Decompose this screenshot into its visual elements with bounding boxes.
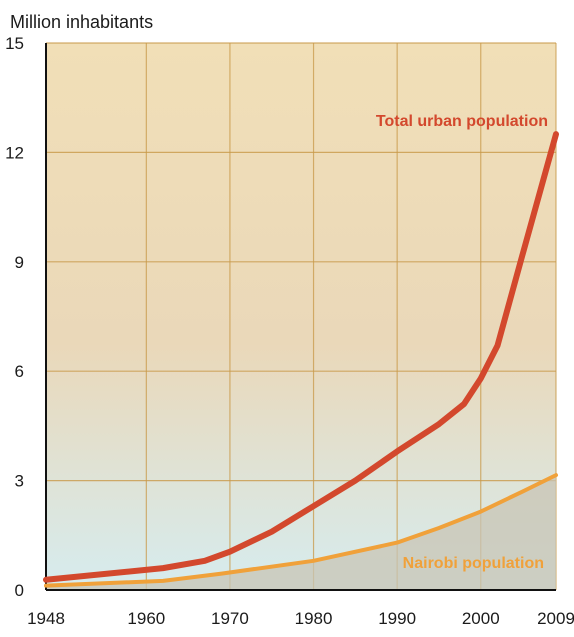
y-tick-label: 6 — [15, 362, 24, 381]
total-urban-population-line — [43, 131, 559, 583]
x-tick-label: 1970 — [211, 609, 249, 628]
x-tick-label: 2000 — [462, 609, 500, 628]
x-tick-label: 1960 — [127, 609, 165, 628]
y-tick-label: 0 — [15, 581, 24, 600]
fill-layer — [46, 475, 556, 590]
x-tick-label: 1948 — [27, 609, 65, 628]
y-tick-label: 15 — [5, 34, 24, 53]
plot-background-rect — [46, 43, 556, 590]
grid-layer — [45, 42, 557, 591]
y-tick-label: 12 — [5, 143, 24, 162]
y-tick-label: 9 — [15, 253, 24, 272]
x-tick-label: 1990 — [378, 609, 416, 628]
y-tick-label: 3 — [15, 472, 24, 491]
label-layer: 0 3 6 9 12 15 1948 1960 1970 1980 1990 2000 2009 Tota… — [5, 34, 574, 628]
total-urban-population-label: Total urban population — [376, 113, 548, 130]
series-layer — [43, 131, 559, 588]
nairobi-population-label: Nairobi population — [403, 555, 544, 572]
nairobi-population-line — [44, 473, 558, 588]
nairobi-area-fill — [46, 475, 556, 590]
x-tick-label: 1980 — [295, 609, 333, 628]
axis-layer — [45, 43, 556, 591]
x-tick-label: 2009 — [537, 609, 574, 628]
plot-background — [46, 43, 556, 590]
y-axis-title: Million inhabitants — [10, 12, 153, 32]
